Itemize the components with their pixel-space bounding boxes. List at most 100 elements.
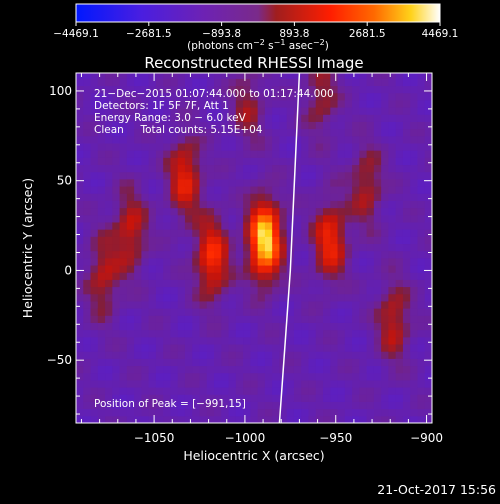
heatmap-cell [119, 229, 128, 237]
heatmap-cell [155, 300, 164, 309]
heatmap-cell [228, 308, 237, 316]
heatmap-cell [373, 92, 382, 101]
heatmap-cell [83, 265, 92, 273]
heatmap-cell [301, 279, 309, 288]
heatmap-cell [330, 221, 339, 230]
heatmap-cell [177, 379, 186, 388]
heatmap-cell [184, 286, 193, 295]
heatmap-cell [286, 344, 295, 352]
heatmap-cell [366, 207, 375, 216]
heatmap-cell [126, 186, 135, 194]
heatmap-cell [388, 365, 397, 374]
heatmap-cell [388, 114, 397, 122]
heatmap-cell [221, 221, 230, 230]
heatmap-cell [76, 286, 84, 295]
heatmap-cell [163, 365, 171, 374]
heatmap-cell [177, 92, 186, 101]
heatmap-cell [308, 358, 317, 367]
heatmap-cell [366, 99, 375, 108]
heatmap-cell [402, 265, 411, 273]
heatmap-cell [148, 358, 157, 367]
heatmap-cell [388, 186, 397, 194]
heatmap-cell [105, 379, 113, 388]
heatmap-cell [402, 272, 411, 280]
heatmap-cell [301, 243, 309, 252]
heatmap-cell [250, 351, 259, 359]
x-tick-label: −1000 [225, 431, 266, 445]
heatmap-cell [105, 78, 113, 87]
heatmap-cell [293, 415, 302, 423]
heatmap-cell [424, 279, 432, 288]
heatmap-cell [126, 135, 135, 144]
heatmap-cell [97, 265, 106, 273]
heatmap-cell [337, 387, 346, 395]
heatmap-cell [235, 157, 244, 166]
heatmap-cell [330, 121, 339, 130]
heatmap-cell [126, 78, 135, 87]
heatmap-cell [199, 358, 208, 367]
heatmap-cell [170, 164, 179, 173]
heatmap-cell [381, 279, 389, 288]
heatmap-cell [243, 293, 251, 302]
heatmap-cell [119, 279, 128, 288]
heatmap-cell [308, 329, 317, 338]
heatmap-cell [381, 351, 389, 359]
heatmap-cell [395, 308, 404, 316]
heatmap-cell [417, 200, 426, 209]
heatmap-cell [243, 85, 251, 94]
heatmap-cell [126, 387, 135, 395]
heatmap-cell [221, 279, 230, 288]
heatmap-cell [373, 85, 382, 94]
heatmap-cell [90, 279, 99, 288]
heatmap-cell [177, 265, 186, 273]
heatmap-cell [402, 329, 411, 338]
heatmap-cell [315, 401, 324, 410]
heatmap-cell [90, 387, 99, 395]
heatmap-cell [366, 73, 375, 79]
heatmap-cell [373, 135, 382, 144]
heatmap-cell [308, 279, 317, 288]
heatmap-cell [105, 85, 113, 94]
heatmap-cell [155, 243, 164, 252]
heatmap-cell [141, 207, 150, 216]
heatmap-cell [424, 365, 432, 374]
heatmap-cell [264, 387, 273, 395]
heatmap-cell [337, 157, 346, 166]
heatmap-cell [119, 379, 128, 388]
heatmap-cell [112, 351, 121, 359]
heatmap-cell [90, 394, 99, 402]
heatmap-cell [344, 365, 353, 374]
heatmap-cell [177, 164, 186, 173]
heatmap-cell [243, 200, 251, 209]
heatmap-cell [250, 92, 259, 101]
heatmap-cell [352, 78, 360, 87]
heatmap-cell [301, 85, 309, 94]
heatmap-cell [272, 157, 280, 166]
heatmap-cell [424, 135, 432, 144]
heatmap-cell [206, 107, 215, 115]
heatmap-cell [199, 243, 208, 252]
heatmap-cell [214, 329, 222, 338]
heatmap-cell [344, 336, 353, 345]
heatmap-cell [105, 336, 113, 345]
heatmap-cell [315, 85, 324, 94]
heatmap-cell [250, 300, 259, 309]
heatmap-cell [417, 329, 426, 338]
heatmap-cell [293, 408, 302, 417]
heatmap-cell [250, 379, 259, 388]
heatmap-cell [163, 193, 171, 201]
heatmap-cell [330, 358, 339, 367]
heatmap-cell [264, 164, 273, 173]
heatmap-cell [119, 214, 128, 223]
heatmap-cell [134, 107, 142, 115]
heatmap-cell [344, 408, 353, 417]
heatmap-cell [97, 300, 106, 309]
heatmap-cell [366, 351, 375, 359]
heatmap-cell [250, 157, 259, 166]
heatmap-cell [119, 265, 128, 273]
heatmap-cell [272, 143, 280, 151]
heatmap-cell [424, 408, 432, 417]
heatmap-cell [97, 293, 106, 302]
heatmap-cell [417, 286, 426, 295]
heatmap-cell [424, 99, 432, 108]
